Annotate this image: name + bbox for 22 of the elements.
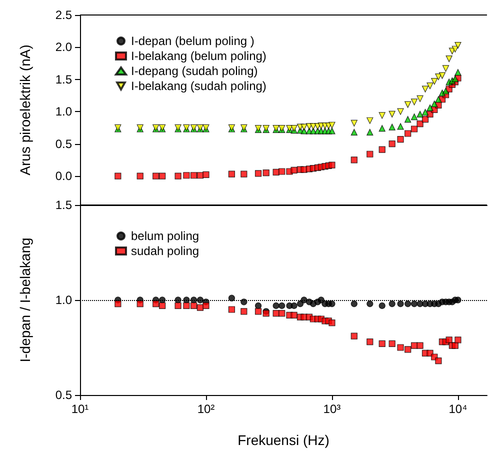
x-tick-label: 10³ (323, 402, 341, 416)
x-tick-label: 10² (197, 402, 215, 416)
y-tick-label: 1.0 (55, 104, 72, 119)
x-axis-title: Frekuensi (Hz) (238, 432, 330, 448)
legend-label: I-belakang (sudah poling) (131, 79, 266, 93)
legend-label: I-depan (belum poling ) (131, 34, 254, 48)
y-tick-label: 0.0 (55, 169, 72, 184)
y-tick-label: 1.0 (55, 293, 72, 307)
legend-label: sudah poling (131, 244, 200, 258)
y-tick-label: 0.5 (55, 136, 72, 151)
y-tick-label: 1.5 (55, 72, 72, 86)
y-axis-title: Arus piroelektrik (nA) (17, 44, 33, 176)
legend-label: I-belakang (belum poling) (131, 49, 266, 63)
legend-label: belum poling (131, 229, 200, 243)
y-tick-label: 0.5 (55, 388, 72, 402)
y-tick-label: 1.5 (55, 198, 72, 212)
legend-label: I-depang (sudah poling) (131, 64, 258, 78)
y-axis-title: I-depan / I-belakang (17, 238, 33, 362)
x-tick-label: 10¹ (71, 402, 89, 416)
y-tick-label: 2.5 (55, 8, 72, 22)
y-tick-label: 2.0 (55, 40, 72, 54)
x-tick-label: 10⁴ (448, 402, 468, 416)
